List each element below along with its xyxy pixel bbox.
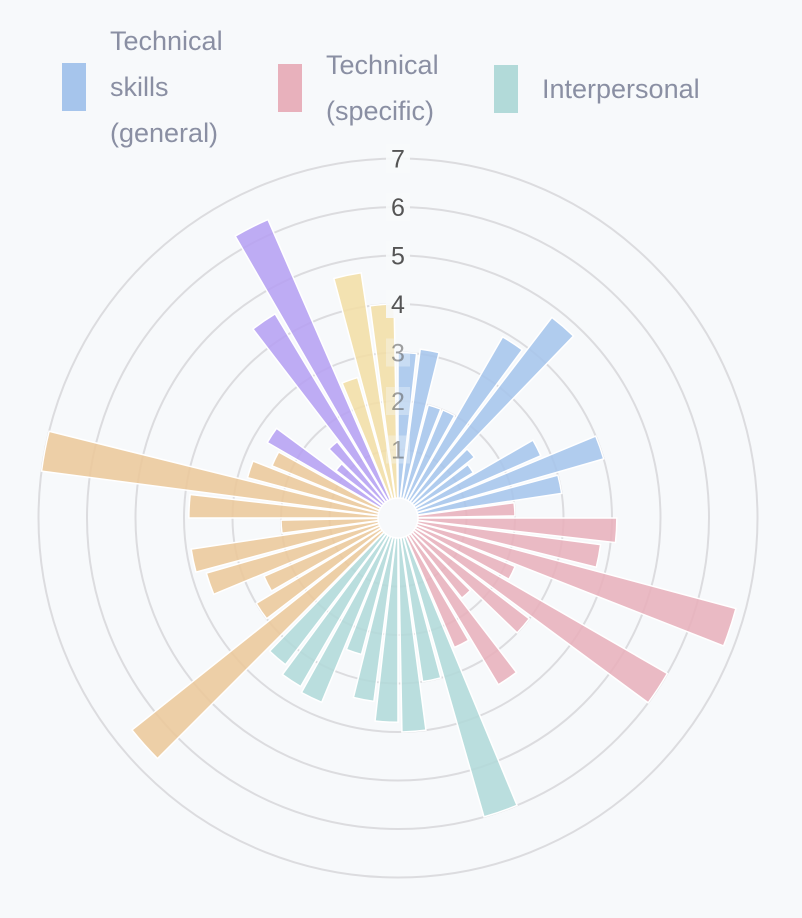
polar-bar-s3-9[interactable] [270,450,382,512]
polar-bar-s2-4[interactable] [352,536,397,703]
radial-tick-label: 1 [391,437,405,465]
radial-tick-label: 4 [391,291,405,319]
tick-label-bg [386,435,410,464]
radial-tick-label: 6 [391,194,405,222]
polar-bar-s3-7[interactable] [40,430,380,517]
polar-bar-s1-6[interactable] [411,529,531,634]
polar-bar-s0-5[interactable] [409,316,575,505]
polar-bar-s0-2[interactable] [402,404,442,501]
tick-label-bg [386,193,410,221]
legend-item-technical-general[interactable]: Technical skills (general) [62,18,223,156]
legend-label-technical-general: Technical skills (general) [110,18,223,156]
polar-bar-s3-3[interactable] [205,522,381,596]
polar-bar-s3-5[interactable] [280,517,380,535]
polar-bar-s3-1[interactable] [255,527,384,620]
polar-bar-s1-7[interactable] [409,531,472,600]
polar-bar-s0-4[interactable] [406,335,524,503]
tick-label-bg [386,338,410,367]
polar-bar-s2-6[interactable] [300,534,392,704]
polar-bar-s1-2[interactable] [416,519,602,569]
polar-bar-s2-5[interactable] [345,535,394,656]
legend-label-interpersonal: Interpersonal [542,66,700,112]
polar-bar-s0-3[interactable] [404,408,456,502]
polar-bar-s4-1[interactable] [334,462,385,507]
tick-label-bg [386,290,410,318]
polar-bar-s0-9[interactable] [415,435,605,514]
tick-label-bg [386,144,410,173]
legend-label-technical-specific: Technical (specific) [326,42,439,134]
legend-label-line: Technical [110,26,223,56]
polar-bar-s0-10[interactable] [416,474,563,516]
polar-bar-s1-3[interactable] [415,522,737,647]
polar-bar-s1-8[interactable] [407,532,518,686]
radial-tick-label: 7 [391,146,405,174]
legend-item-technical-specific[interactable]: Technical (specific) [278,42,439,134]
radial-tick-labels: 1 2 3 4 5 6 7 [386,144,410,465]
tick-label-bg [386,241,410,270]
polar-bar-s0-1[interactable] [399,348,440,500]
legend-item-interpersonal[interactable]: Interpersonal [494,65,700,113]
polar-bar-s4-2[interactable] [327,440,387,505]
polar-bar-s2-2[interactable] [397,536,427,733]
polar-bar-s2-1[interactable] [400,536,442,683]
legend-swatch-technical-specific [278,64,302,112]
polar-bar-s3-6[interactable] [188,493,379,519]
legend-label-line: (specific) [326,96,435,126]
polar-bar-s2-0[interactable] [402,535,518,818]
legend: Technical skills (general) Technical (sp… [0,0,802,160]
polar-bar-s5-0[interactable] [341,376,394,501]
polar-bar-s4-0[interactable] [266,427,383,510]
radial-tick-label: 2 [391,388,405,416]
legend-label-line: Interpersonal [542,74,700,104]
legend-label-line: Technical [326,50,439,80]
polar-bar-s1-1[interactable] [417,517,618,544]
polar-bar-s0-0[interactable] [397,351,418,499]
polar-bar-s0-7[interactable] [412,463,475,509]
polar-bar-s1-9[interactable] [405,534,470,649]
legend-label-line: skills [110,72,169,102]
polar-bar-s5-1[interactable] [332,271,396,500]
polar-bar-s1-5[interactable] [413,526,669,704]
polar-bar-s0-8[interactable] [414,439,542,511]
polar-bar-s3-4[interactable] [190,520,380,574]
radial-tick-label: 3 [391,340,405,368]
legend-swatch-interpersonal [494,65,518,113]
radial-tick-label: 5 [391,243,405,271]
polar-bar-s4-3[interactable] [251,312,389,504]
polar-bar-s2-3[interactable] [374,537,399,724]
polar-bar-s2-7[interactable] [281,533,390,688]
legend-swatch-technical-general [62,63,86,111]
polar-bar-s3-8[interactable] [246,460,381,514]
legend-label-line: (general) [110,118,219,148]
polar-bar-s3-2[interactable] [263,525,382,593]
polar-bar-s3-0[interactable] [130,529,385,760]
polar-bar-s2-8[interactable] [268,531,387,666]
polar-bar-s1-0[interactable] [416,501,516,519]
polar-bar-s1-4[interactable] [414,524,517,581]
polar-bar-s4-4[interactable] [234,218,391,502]
bars-group [40,218,737,818]
polar-bar-s0-6[interactable] [411,447,476,507]
tick-label-bg [386,387,410,415]
